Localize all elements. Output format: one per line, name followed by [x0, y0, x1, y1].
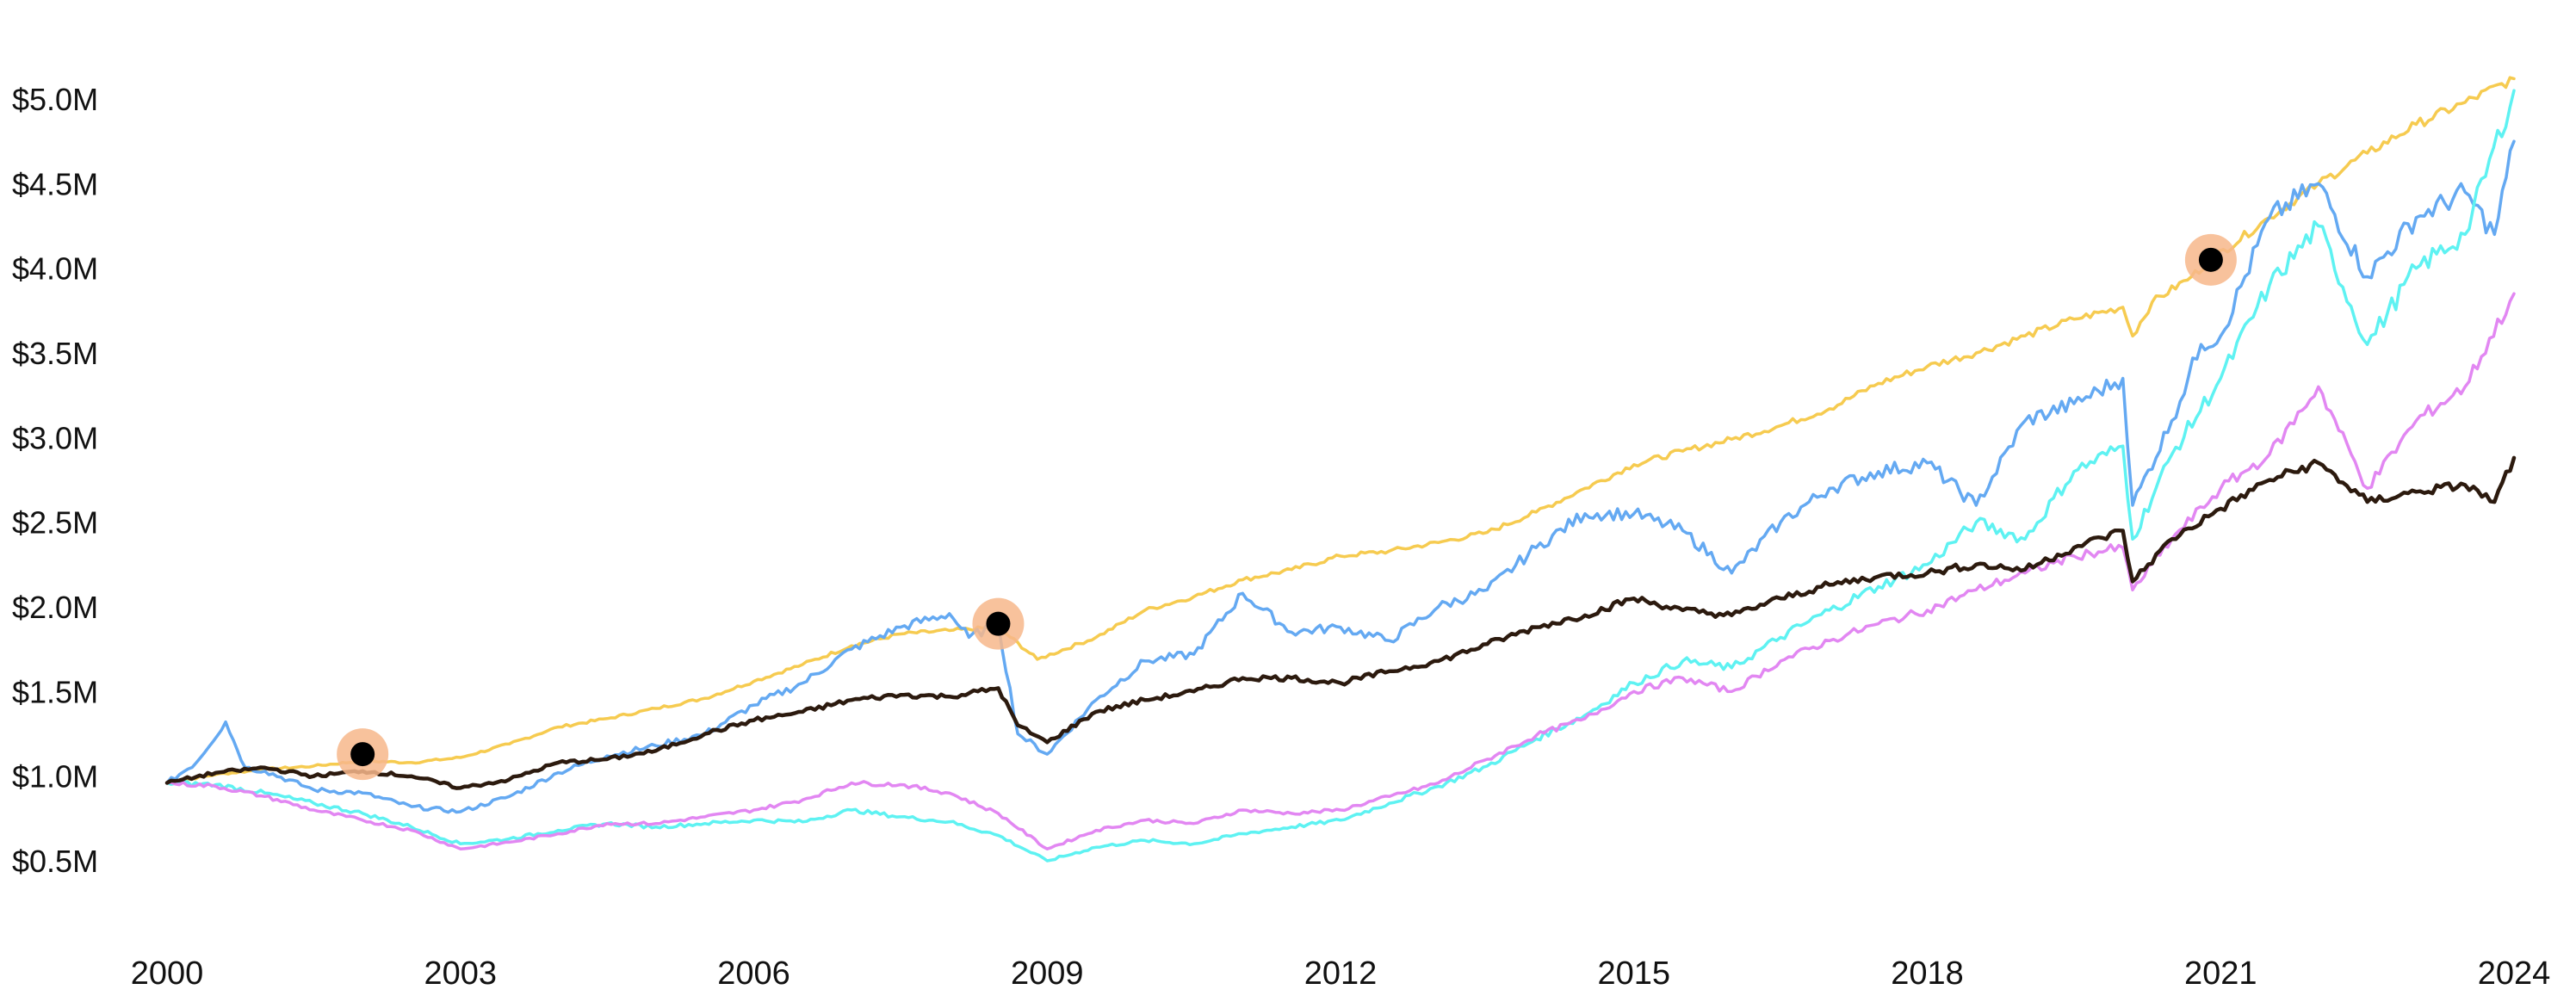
y-tick-label: $4.5M [12, 166, 98, 201]
marker-layer [337, 233, 2237, 781]
x-tick-label: 2024 [2478, 955, 2551, 992]
y-tick-label: $4.0M [12, 251, 98, 287]
y-tick-label: $5.0M [12, 82, 98, 117]
event-marker[interactable] [972, 597, 1025, 650]
event-marker[interactable] [337, 728, 389, 781]
x-tick-label: 2006 [717, 955, 790, 992]
y-tick-label: $3.0M [12, 420, 98, 455]
series-line [165, 89, 2516, 863]
series-line [165, 139, 2516, 814]
x-axis: 2000 2003 2006 2009 2012 2015 2018 2021 2024 [131, 955, 2551, 992]
y-tick-label: $1.5M [12, 674, 98, 709]
y-tick-label: $2.0M [12, 590, 98, 625]
x-tick-label: 2000 [131, 955, 204, 992]
series-line [164, 455, 2517, 790]
y-tick-label: $2.5M [12, 505, 98, 541]
series-layer [164, 76, 2517, 863]
x-tick-label: 2018 [1891, 955, 1964, 992]
y-tick-label: $3.5M [12, 336, 98, 371]
y-tick-label: $0.5M [12, 844, 98, 879]
x-tick-label: 2012 [1304, 955, 1378, 992]
x-tick-label: 2009 [1011, 955, 1084, 992]
y-tick-label: $1.0M [12, 759, 98, 795]
series-line [165, 76, 2516, 785]
y-axis: $0.5M $1.0M $1.5M $2.0M $2.5M $3.0M $3.5M $4.0M… [12, 82, 98, 879]
x-tick-label: 2003 [424, 955, 497, 992]
event-marker[interactable] [2184, 233, 2237, 286]
series-line [165, 292, 2516, 850]
x-tick-label: 2021 [2184, 955, 2257, 992]
x-tick-label: 2015 [1597, 955, 1670, 992]
